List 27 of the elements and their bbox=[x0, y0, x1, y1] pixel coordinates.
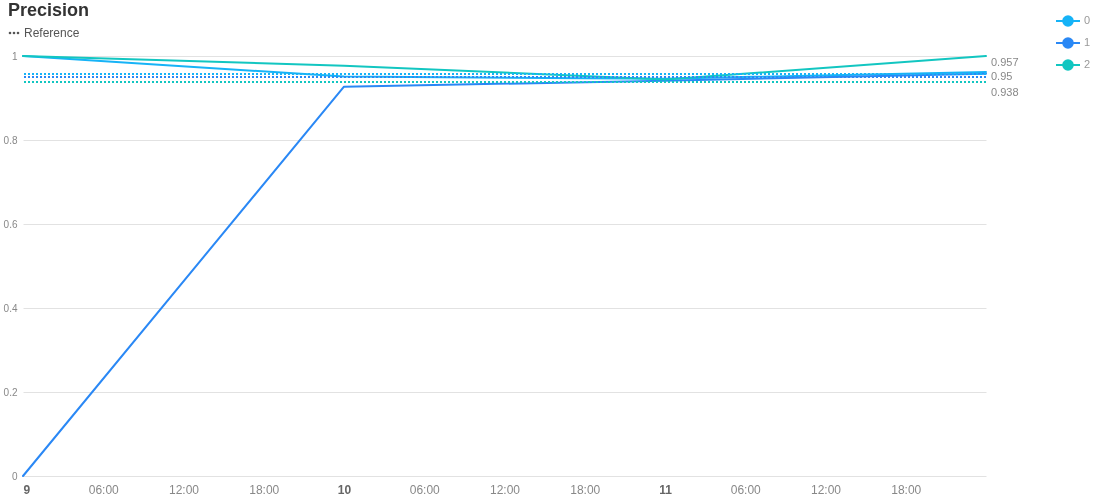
x-tick-label: 06:00 bbox=[730, 482, 762, 497]
y-tick-label: 0.4 bbox=[3, 302, 18, 314]
ref-line-label: 0.95 bbox=[991, 70, 1013, 82]
y-tick-label: 0.8 bbox=[3, 134, 18, 146]
legend-label: 0 bbox=[1084, 14, 1091, 26]
x-tick-label: 10 bbox=[337, 482, 352, 497]
chart-title: Precision bbox=[8, 0, 90, 20]
ref-line-label: 0.938 bbox=[991, 86, 1019, 99]
x-tick-label: 12:00 bbox=[168, 482, 200, 497]
x-tick-label: 18:00 bbox=[891, 482, 922, 497]
y-tick-label: 1 bbox=[11, 50, 18, 62]
chart-subtitle: Reference bbox=[24, 26, 80, 40]
line-series bbox=[22, 72, 987, 477]
x-tick-label: 06:00 bbox=[409, 482, 441, 497]
y-tick-label: 0.2 bbox=[3, 386, 18, 398]
legend-label: 2 bbox=[1084, 58, 1091, 70]
x-tick-label: 9 bbox=[23, 482, 31, 497]
y-tick-label: 0 bbox=[11, 470, 18, 482]
x-tick-label: 12:00 bbox=[810, 482, 842, 497]
x-tick-label: 18:00 bbox=[249, 482, 280, 497]
x-tick-label: 11 bbox=[659, 482, 673, 497]
ref-line-label: 0.957 bbox=[991, 56, 1019, 69]
legend-label: 1 bbox=[1084, 36, 1091, 48]
x-tick-label: 06:00 bbox=[88, 482, 120, 497]
x-tick-label: 12:00 bbox=[489, 482, 521, 497]
x-tick-label: 18:00 bbox=[570, 482, 601, 497]
y-tick-label: 0.6 bbox=[3, 218, 18, 230]
